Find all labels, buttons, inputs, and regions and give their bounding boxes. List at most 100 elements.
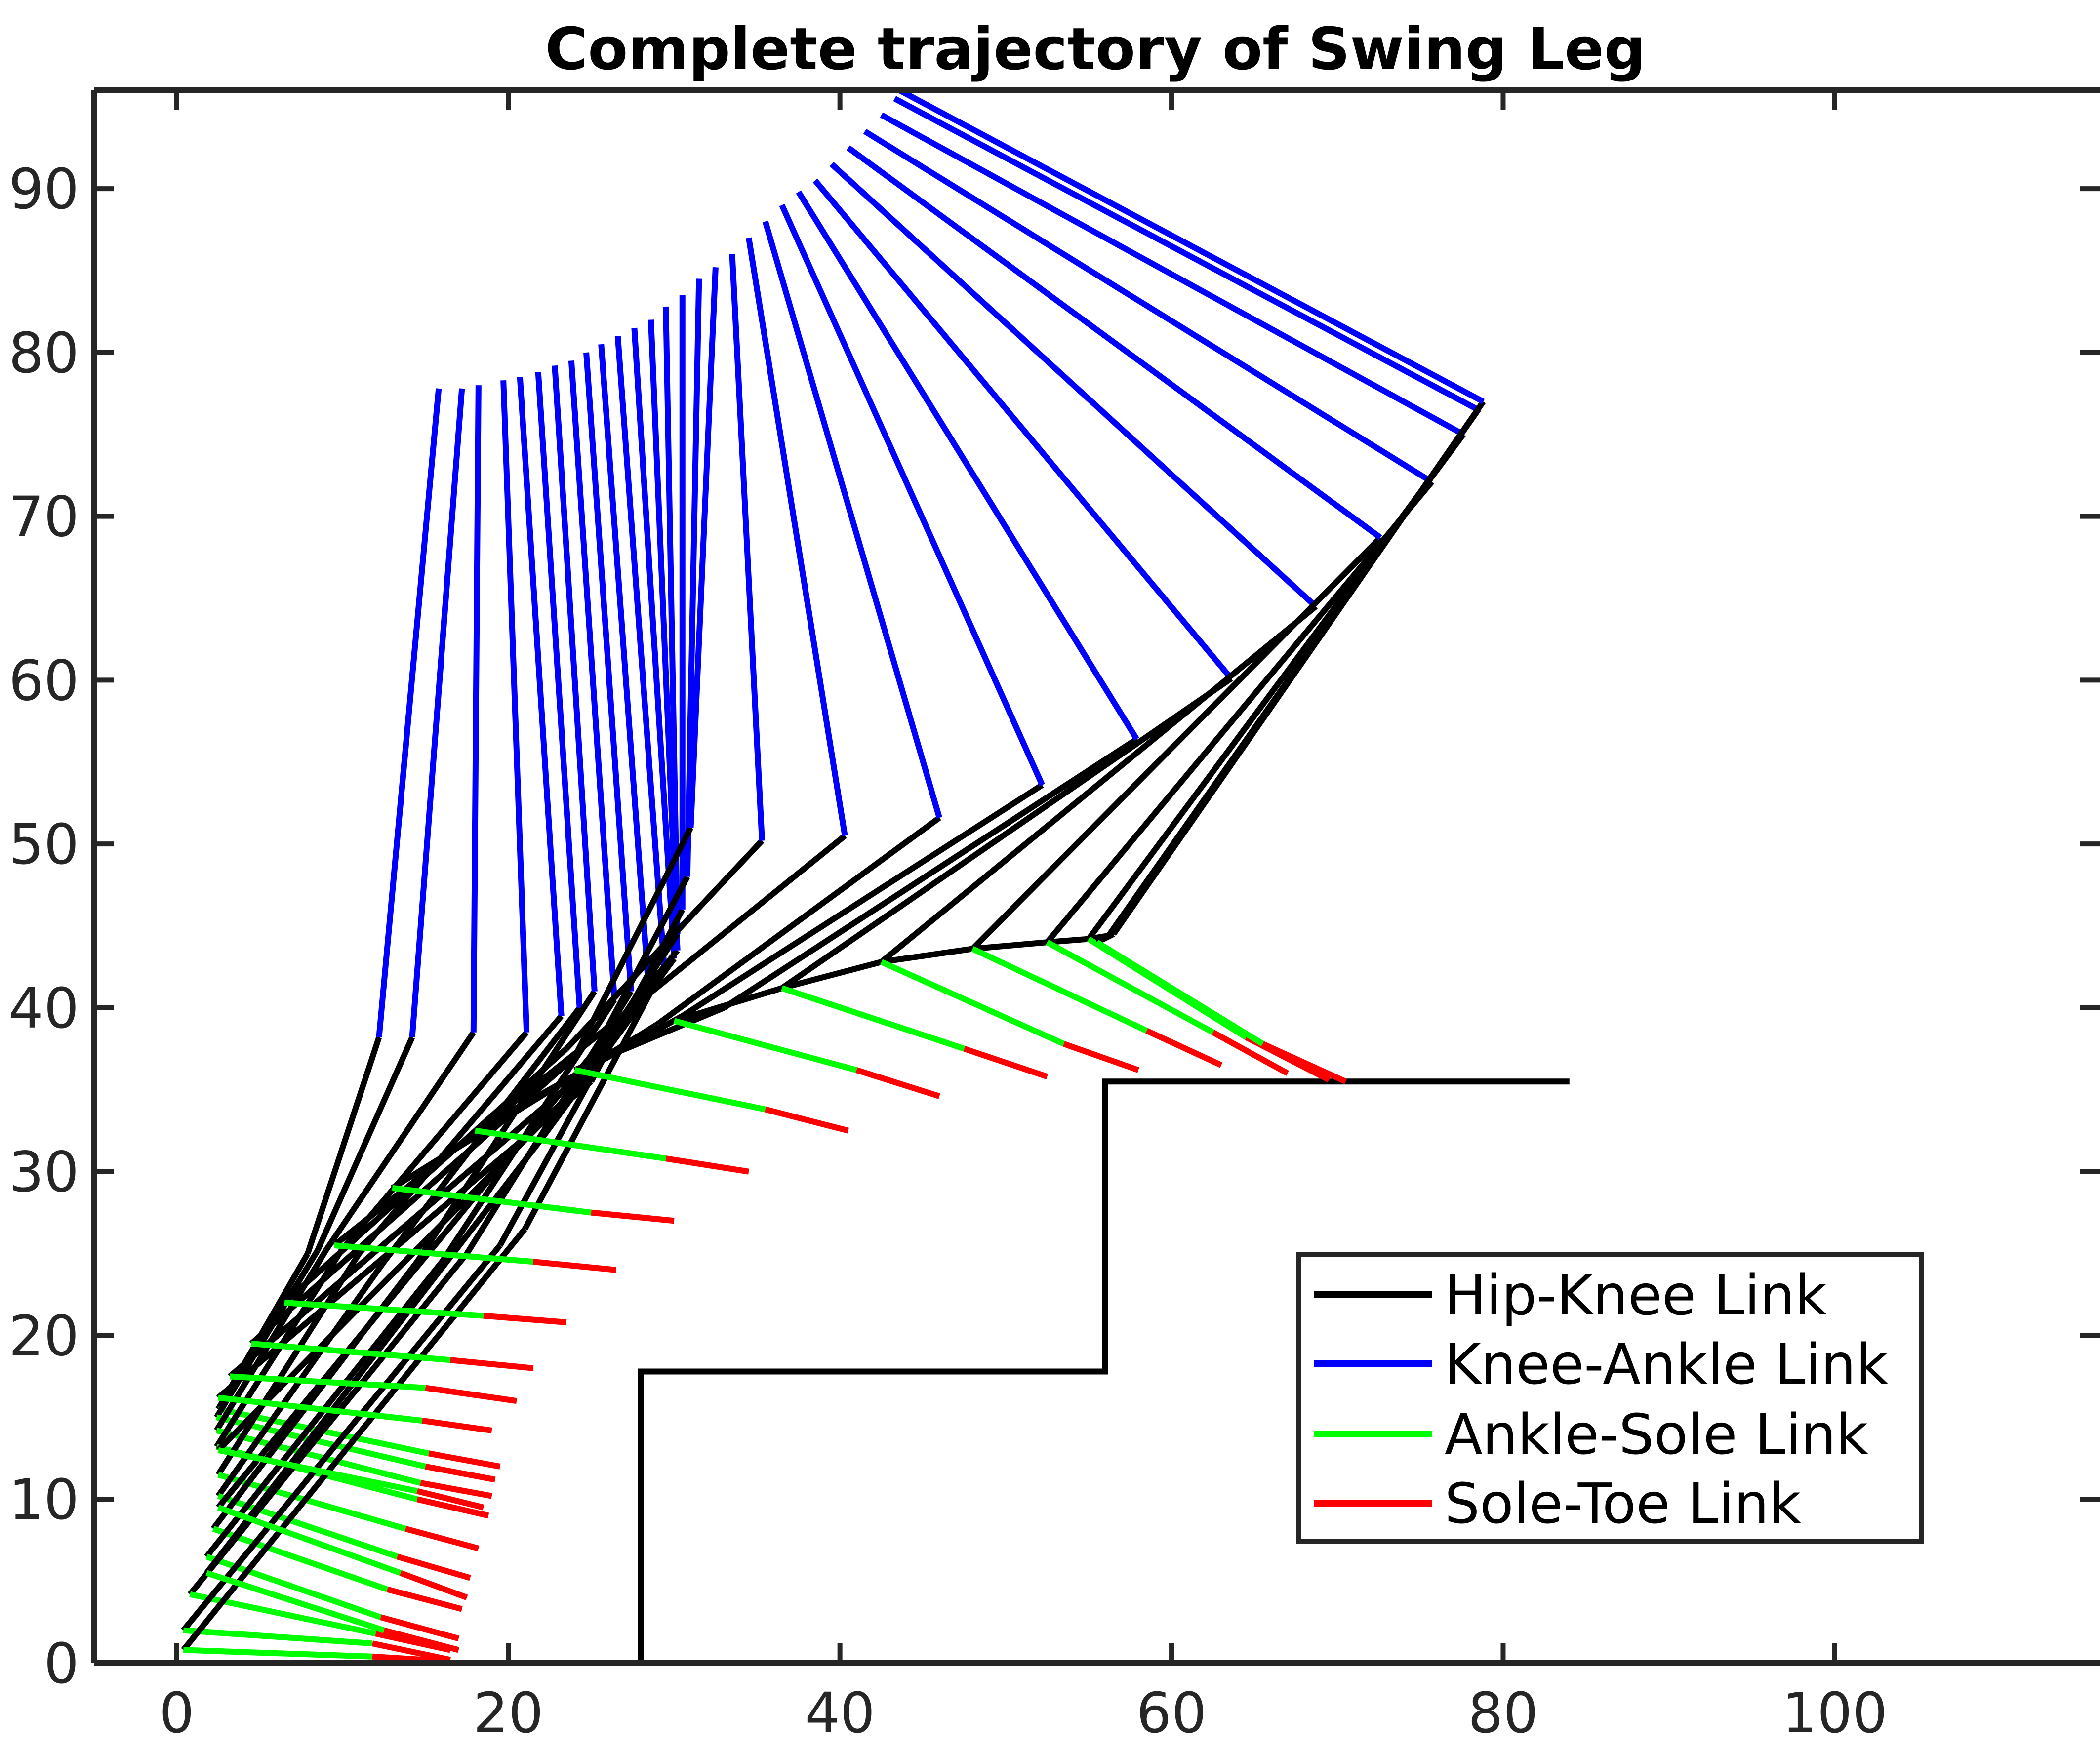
- hip-knee-link-1: [315, 1036, 415, 1252]
- knee-ankle-link-28: [898, 90, 1485, 404]
- sole-toe-link-18: [533, 1259, 617, 1273]
- hip-knee-link-28: [1111, 399, 1486, 936]
- knee-ankle-lower-21: [573, 1005, 725, 1073]
- sole-toe-link-22: [855, 1067, 940, 1099]
- y-tick-label-5: 50: [8, 813, 79, 877]
- ankle-sole-link-24: [880, 959, 1065, 1047]
- knee-ankle-link-15: [684, 278, 702, 877]
- ankle-sole-link-26: [1046, 939, 1214, 1035]
- hip-knee-link-0: [305, 1036, 382, 1255]
- y-tick-label-4: 40: [8, 977, 79, 1041]
- knee-ankle-lower-9: [181, 1243, 503, 1632]
- hip-knee-link-23: [879, 604, 1318, 964]
- sole-toe-link-0: [428, 1450, 501, 1470]
- x-tick-label-5: 100: [1782, 1681, 1888, 1746]
- knee-ankle-link-8: [583, 352, 634, 992]
- ankle-sole-link-6: [212, 1526, 389, 1592]
- hip-knee-link-19: [655, 815, 941, 1027]
- ankle-sole-link-20: [475, 1127, 667, 1162]
- sole-toe-link-21: [765, 1106, 849, 1134]
- ankle-sole-link-10: [183, 1647, 373, 1660]
- sole-toe-link-19: [591, 1209, 675, 1224]
- knee-ankle-link-25: [863, 128, 1434, 485]
- ankle-sole-link-19: [392, 1185, 592, 1216]
- x-tick-label-3: 60: [1136, 1681, 1207, 1746]
- y-ticks: 0 10 20 30 40 50 60 70 80 90: [8, 158, 2100, 1696]
- sole-toe-link-6: [386, 1586, 463, 1612]
- sole-toe-link-14: [421, 1418, 492, 1433]
- knee-ankle-link-9: [598, 344, 651, 976]
- knee-ankle-link-3: [500, 380, 530, 1033]
- sole-toe-link-15: [425, 1385, 517, 1404]
- knee-ankle-lower-25: [972, 939, 1048, 952]
- hip-knee-link-22: [780, 676, 1233, 991]
- knee-ankle-link-1: [409, 388, 465, 1038]
- knee-ankle-link-24: [846, 145, 1382, 540]
- x-ticks: 0 20 40 60 80 100: [159, 90, 1888, 1746]
- x-tick-label-4: 80: [1468, 1681, 1538, 1746]
- y-tick-label-2: 20: [8, 1304, 79, 1368]
- x-tick-label-0: 0: [159, 1681, 194, 1746]
- hip-knee-link-17: [564, 838, 765, 1051]
- sole-toe-link-1: [425, 1463, 496, 1483]
- sole-toe-link-7: [380, 1614, 460, 1642]
- legend-label-ankle-sole: Ankle-Sole Link: [1445, 1403, 1868, 1467]
- y-tick-label-6: 60: [8, 649, 79, 713]
- y-tick-label-7: 70: [8, 485, 79, 550]
- sole-toe-link-13: [416, 1488, 485, 1511]
- y-tick-label-9: 90: [8, 158, 79, 222]
- knee-ankle-link-7: [568, 360, 618, 1000]
- y-tick-label-1: 10: [8, 1468, 79, 1532]
- sole-toe-link-3: [416, 1496, 489, 1519]
- legend: Hip-Knee Link Knee-Ankle Link Ankle-Sole…: [1296, 1252, 1924, 1544]
- knee-ankle-lower-4: [215, 1252, 362, 1476]
- knee-ankle-link-23: [829, 161, 1318, 609]
- ankle-sole-link-12: [217, 1505, 402, 1576]
- knee-ankle-lower-15: [228, 1071, 585, 1379]
- hip-knee-link-10: [522, 965, 667, 1231]
- hip-knee-link-4: [357, 1014, 564, 1256]
- sole-toe-link-16: [450, 1357, 534, 1371]
- legend-label-sole-toe: Sole-Toe Link: [1445, 1472, 1801, 1536]
- sole-toe-link-23: [963, 1046, 1049, 1079]
- knee-ankle-link-26: [880, 112, 1465, 437]
- ankle-sole-link-2: [215, 1428, 421, 1486]
- x-tick-label-1: 20: [473, 1681, 544, 1746]
- chart-title: Complete trajectory of Swing Leg: [545, 15, 1646, 83]
- hip-knee-link-18: [589, 833, 847, 1043]
- sole-toe-link-4: [404, 1526, 480, 1551]
- knee-ankle-link-20: [779, 203, 1045, 787]
- sole-toe-link-2: [420, 1480, 492, 1499]
- knee-ankle-lower-23: [781, 959, 883, 991]
- y-tick-label-0: 0: [44, 1632, 79, 1696]
- knee-ankle-link-17: [729, 254, 765, 841]
- sole-toe-link-26: [1212, 1030, 1289, 1076]
- y-tick-label-3: 30: [8, 1141, 79, 1205]
- knee-ankle-link-10: [614, 336, 667, 967]
- knee-ankle-link-18: [746, 237, 848, 836]
- sole-toe-link-5: [396, 1553, 471, 1581]
- x-tick-label-2: 40: [805, 1681, 875, 1746]
- plot-area: [176, 90, 1570, 1663]
- sole-toe-link-12: [399, 1570, 468, 1600]
- ankle-sole-link-18: [334, 1242, 534, 1265]
- knee-ankle-lower-26: [1047, 936, 1089, 946]
- knee-ankle-link-16: [687, 267, 719, 828]
- knee-ankle-lower-10: [181, 1227, 527, 1652]
- hip-knee-link-24: [970, 535, 1383, 951]
- leg-frames: [181, 90, 1486, 1663]
- ankle-sole-link-15: [229, 1373, 426, 1391]
- sole-toe-link-25: [1145, 1028, 1223, 1068]
- legend-box: [1296, 1252, 1924, 1544]
- knee-ankle-link-2: [470, 385, 482, 1033]
- knee-ankle-link-4: [517, 377, 565, 1016]
- knee-ankle-link-6: [552, 365, 598, 992]
- knee-ankle-link-5: [535, 372, 583, 1008]
- legend-label-knee-ankle: Knee-Ankle Link: [1445, 1333, 1888, 1397]
- ankle-sole-link-28: [1095, 940, 1264, 1047]
- ankle-sole-link-21: [574, 1067, 766, 1113]
- hip-knee-link-2: [323, 1031, 476, 1252]
- knee-ankle-link-22: [812, 178, 1234, 680]
- ankle-sole-link-9: [183, 1627, 373, 1647]
